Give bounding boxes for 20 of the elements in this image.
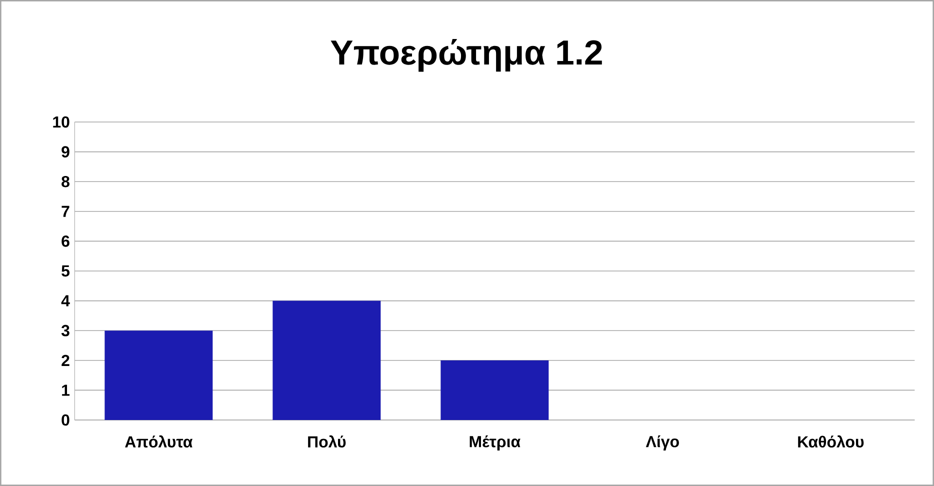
x-tick-label: Απόλυτα xyxy=(125,435,193,448)
y-tick-label: 5 xyxy=(62,265,70,277)
y-tick-label: 7 xyxy=(62,206,70,217)
x-tick-label: Καθόλου xyxy=(798,435,864,448)
y-tick-label: 1 xyxy=(62,384,70,396)
bar xyxy=(440,360,549,420)
x-tick-label: Λίγο xyxy=(646,435,679,450)
bar xyxy=(272,300,381,420)
x-tick-label: Μέτρια xyxy=(470,435,520,450)
x-tick-label: Πολύ xyxy=(308,435,346,448)
y-tick-label: 10 xyxy=(53,116,70,128)
y-tick-label: 4 xyxy=(61,295,70,306)
y-tick-label: 6 xyxy=(62,236,70,247)
y-tick-label: 3 xyxy=(61,324,70,336)
bar xyxy=(104,330,213,420)
chart-title: Υποερώτημα 1.2 xyxy=(330,38,602,72)
y-tick-label: 2 xyxy=(62,354,70,366)
y-tick-label: 9 xyxy=(62,146,70,158)
y-tick-label: 0 xyxy=(62,414,70,426)
y-tick-label: 8 xyxy=(62,176,70,188)
